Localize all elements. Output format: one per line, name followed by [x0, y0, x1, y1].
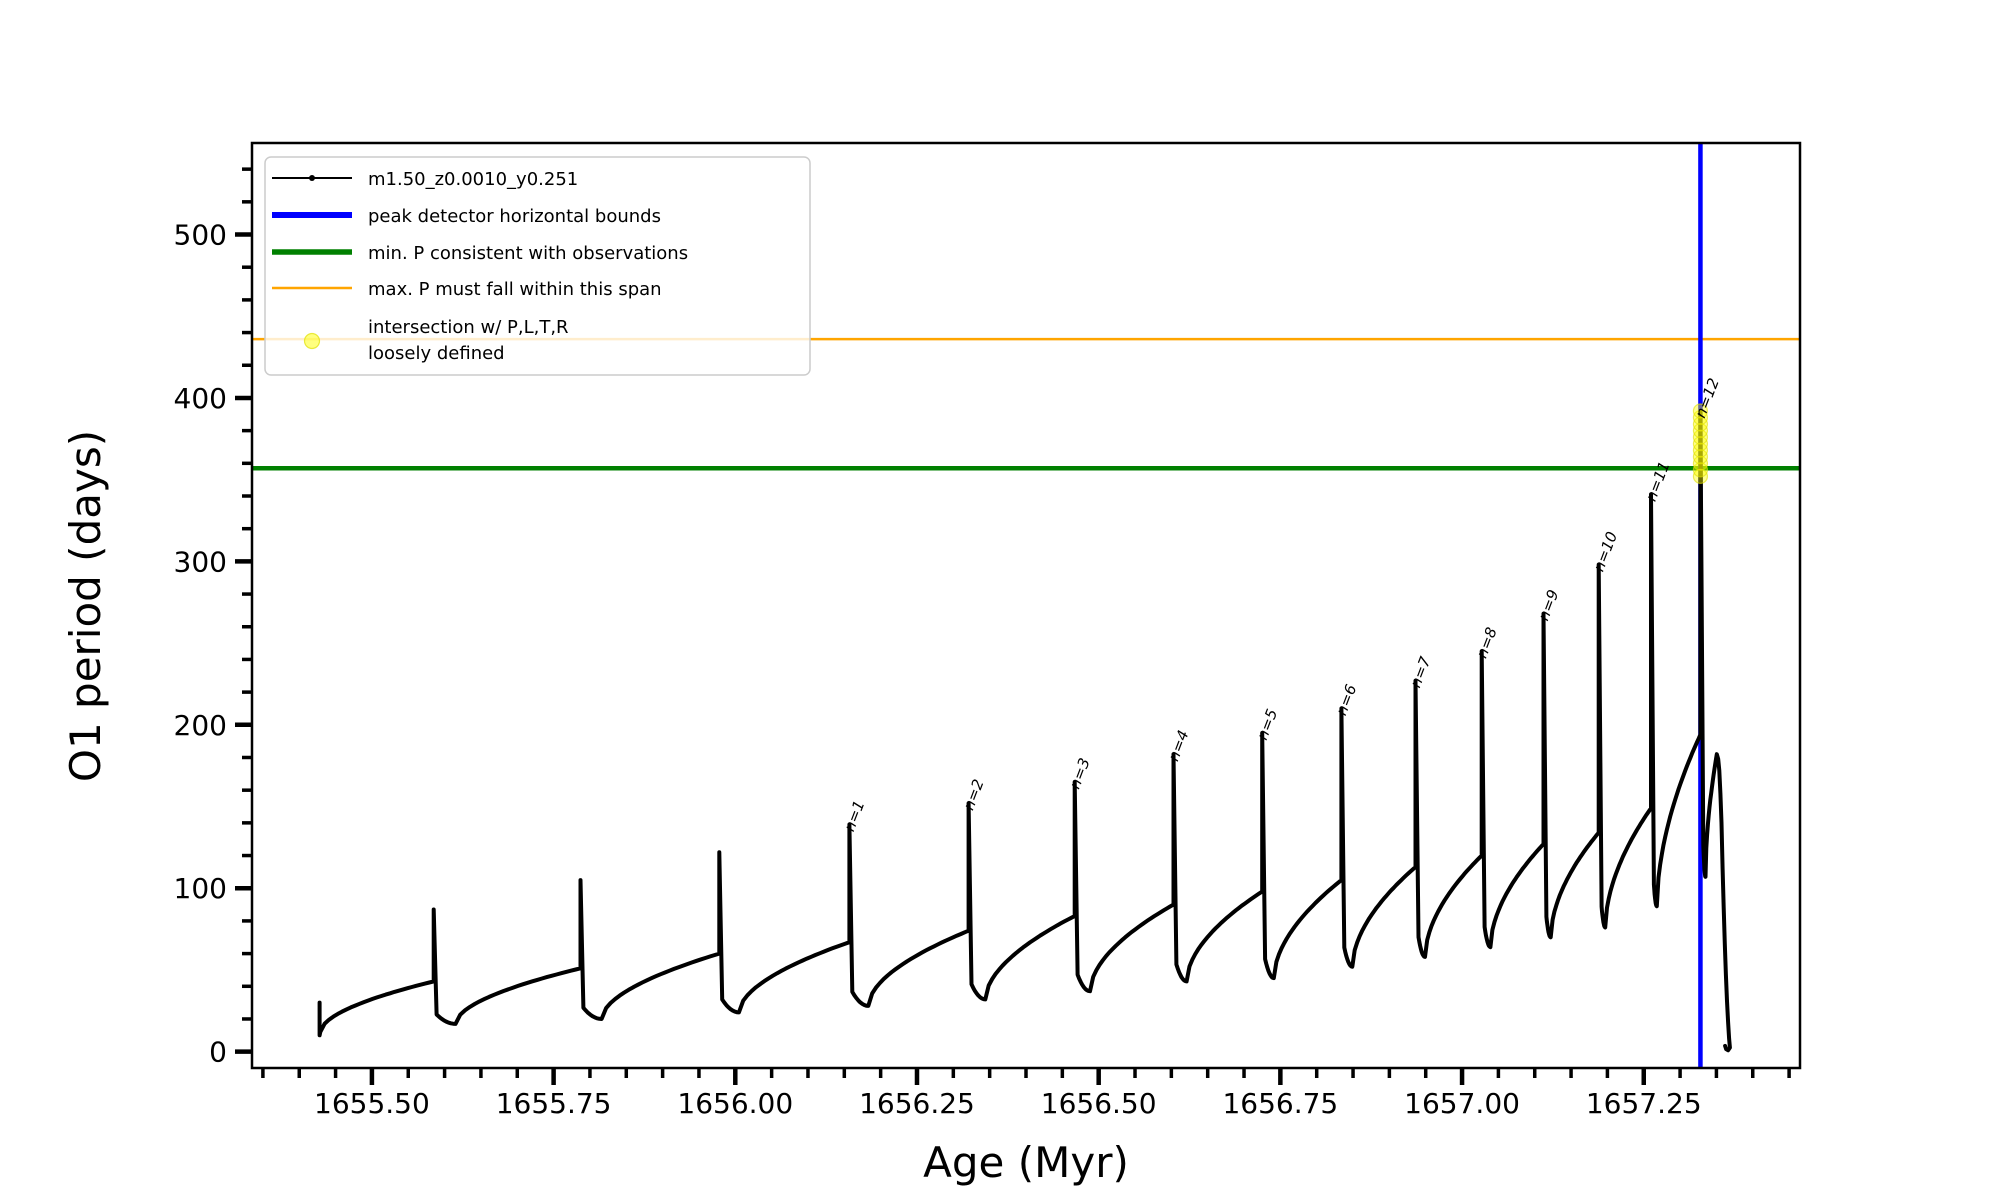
x-tick-label: 1655.75 [496, 1087, 612, 1120]
yellow-marker [1692, 403, 1709, 419]
pulse-label-n5: n=5 [1253, 706, 1281, 742]
legend-label: min. P consistent with observations [368, 243, 688, 264]
y-tick-label: 200 [174, 709, 227, 742]
x-tick-label: 1655.50 [314, 1087, 430, 1120]
x-tick-label: 1657.00 [1404, 1087, 1520, 1120]
legend-dot-marker [309, 175, 315, 181]
pulse-label-n2: n=2 [960, 777, 988, 813]
pulse-label-n8: n=8 [1473, 625, 1501, 661]
x-axis-label: Age (Myr) [923, 1138, 1129, 1187]
pulse-label-n6: n=6 [1332, 682, 1360, 718]
x-tick-label: 1656.25 [859, 1087, 975, 1120]
legend-label: m1.50_z0.0010_y0.251 [368, 169, 578, 190]
x-tick-label: 1656.75 [1222, 1087, 1338, 1120]
legend-label: max. P must fall within this span [368, 279, 662, 300]
x-axis: 1655.50 1655.75 1656.00 1656.25 1656.50 1656.… [261, 1068, 1791, 1120]
pulse-label-n1: n=1 [840, 798, 868, 834]
y-tick-label: 100 [174, 872, 227, 905]
legend-label: intersection w/ P,L,T,R [368, 317, 569, 338]
pulse-label-n4: n=4 [1164, 728, 1192, 764]
pulse-label-n12: n=12 [1691, 376, 1723, 421]
x-tick-label: 1656.50 [1041, 1087, 1157, 1120]
y-axis-label: O1 period (days) [61, 430, 110, 782]
y-tick-label: 300 [174, 545, 227, 578]
y-tick-label: 500 [174, 219, 227, 252]
pulse-label-n7: n=7 [1406, 654, 1434, 690]
legend-label: loosely defined [368, 343, 505, 364]
legend-yellow-marker [303, 332, 321, 350]
pulse-label-n11: n=11 [1642, 459, 1674, 504]
x-tick-label: 1656.00 [677, 1087, 793, 1120]
y-axis: 0 100 200 300 400 500 [174, 167, 252, 1069]
pulse-label-n9: n=9 [1534, 587, 1562, 623]
pulse-label-n10: n=10 [1590, 529, 1622, 574]
y-tick-label: 400 [174, 382, 227, 415]
pulse-label-n3: n=3 [1066, 755, 1094, 791]
x-tick-label: 1657.25 [1586, 1087, 1702, 1120]
legend-label: peak detector horizontal bounds [368, 206, 661, 227]
curve-track-m1.50 [317, 409, 1732, 1053]
legend-box [264, 156, 811, 376]
yellow-intersection-markers [1692, 403, 1709, 484]
y-tick-label: 0 [209, 1036, 227, 1069]
